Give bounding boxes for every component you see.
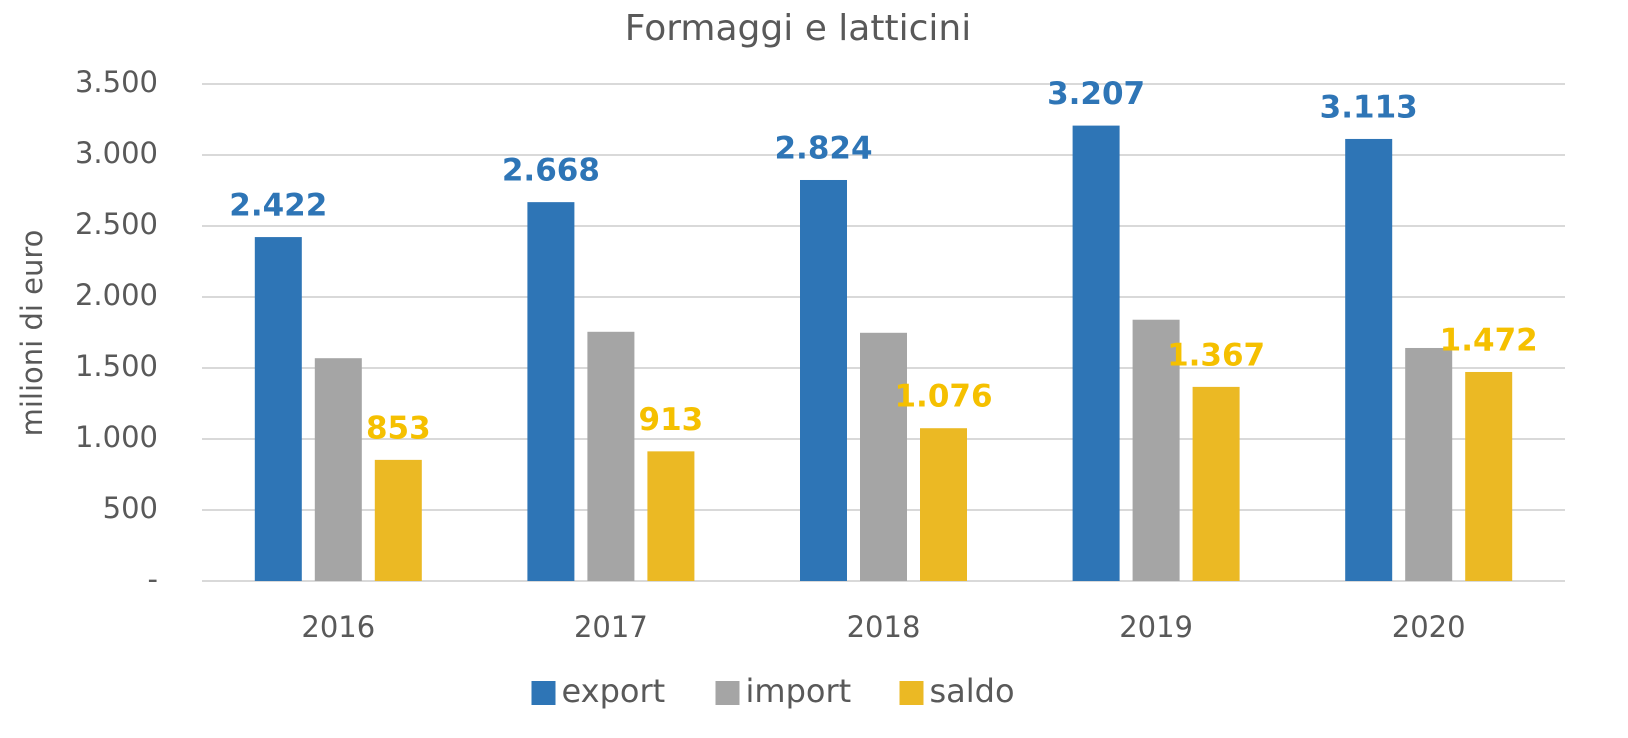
legend-label: saldo (930, 672, 1015, 710)
y-tick-label: 2.500 (75, 207, 158, 241)
bar (374, 459, 422, 581)
bar (314, 358, 362, 581)
y-axis-label: milioni di euro (15, 230, 49, 437)
legend-swatch (531, 681, 556, 705)
bar (1405, 347, 1453, 581)
value-label: 1.076 (894, 379, 992, 415)
bar (860, 332, 907, 581)
y-tick-label: 3.000 (75, 136, 158, 170)
chart-title: Formaggi e latticini (625, 8, 971, 49)
y-tick-label: 1.500 (75, 349, 158, 383)
y-tick-label: 500 (103, 491, 158, 525)
value-label: 3.113 (1320, 89, 1418, 125)
bar (254, 237, 302, 582)
bar (527, 202, 575, 582)
bar (1345, 138, 1393, 582)
value-label: 2.668 (502, 153, 600, 189)
bar (1192, 386, 1240, 581)
value-label: 913 (639, 402, 704, 438)
value-label: 2.422 (229, 188, 327, 224)
x-tick-label: 2018 (847, 610, 921, 644)
x-tick-label: 2017 (574, 610, 648, 644)
y-tick-label: 2.000 (75, 278, 158, 312)
bar (587, 331, 635, 581)
x-tick-label: 2020 (1392, 610, 1466, 644)
bar (1072, 125, 1120, 581)
bar (800, 179, 847, 581)
bar (920, 428, 967, 581)
value-label: 2.824 (774, 130, 872, 166)
value-label: 3.207 (1047, 76, 1145, 112)
x-tick-label: 2019 (1119, 610, 1193, 644)
bar (1132, 319, 1180, 581)
legend-label: export (562, 672, 666, 710)
legend-swatch (899, 681, 924, 705)
value-label: 1.367 (1167, 337, 1265, 373)
bar (1465, 371, 1513, 581)
y-tick-label: - (148, 562, 158, 596)
legend-label: import (746, 672, 852, 710)
y-tick-label: 1.000 (75, 420, 158, 454)
x-tick-label: 2016 (301, 610, 375, 644)
y-tick-label: 3.500 (75, 65, 158, 99)
value-label: 1.472 (1440, 322, 1538, 358)
legend-swatch (715, 681, 740, 705)
bar (647, 451, 695, 581)
value-label: 853 (366, 410, 431, 446)
